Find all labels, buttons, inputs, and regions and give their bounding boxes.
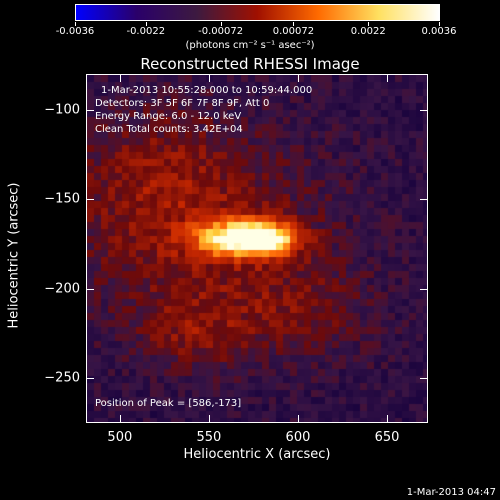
x-tickmark: [119, 415, 121, 423]
x-tickmark: [297, 74, 299, 82]
colorbar-tick-label: 0.0036: [421, 26, 457, 37]
y-tickmark: [86, 109, 94, 111]
x-tickmark: [387, 74, 389, 82]
colorbar-tick-label: 0.00072: [272, 26, 315, 37]
colorbar-tickmark: [368, 22, 370, 26]
y-tickmark: [420, 378, 428, 380]
y-tickmark: [86, 378, 94, 380]
y-tick-label: −250: [44, 370, 80, 386]
colorbar-tickmark: [220, 22, 222, 26]
x-tickmark: [297, 415, 299, 423]
x-tickmark: [387, 415, 389, 423]
colorbar-tickmark: [439, 22, 440, 26]
x-tickmark: [119, 74, 121, 82]
colorbar-tick-label: 0.0022: [350, 26, 386, 37]
colorbar-tick-label: -0.00072: [198, 26, 244, 37]
energy-range-annotation: Energy Range: 6.0 - 12.0 keV: [95, 111, 242, 122]
colorbar: [75, 4, 440, 21]
y-tick-label: −100: [44, 102, 80, 118]
x-tick-label: 600: [285, 430, 311, 445]
method-annotation: Clean Total counts: 3.42E+04: [95, 124, 243, 135]
y-tickmark: [420, 199, 428, 201]
colorbar-units: (photons cm⁻² s⁻¹ asec⁻²): [185, 40, 315, 51]
chart-title: Reconstructed RHESSI Image: [140, 55, 360, 73]
x-tick-label: 500: [107, 430, 133, 445]
x-axis-label: Heliocentric X (arcsec): [183, 447, 331, 462]
y-tick-label: −200: [44, 281, 80, 297]
y-tickmark: [86, 288, 94, 290]
plot-area: 1-Mar-2013 10:55:28.000 to 10:59:44.000 …: [86, 74, 428, 423]
y-tickmark: [420, 288, 428, 290]
x-tickmark: [208, 74, 210, 82]
x-tickmark: [208, 415, 210, 423]
peak-annotation: Position of Peak = [586,-173]: [95, 398, 242, 409]
colorbar-tick-label: -0.0022: [126, 26, 166, 37]
colorbar-tickmark: [293, 22, 295, 26]
timestamp: 1-Mar-2013 04:47: [406, 487, 496, 498]
y-tickmark: [420, 109, 428, 111]
colorbar-tick-label: -0.0036: [55, 26, 95, 37]
colorbar-tickmark: [75, 22, 76, 26]
x-tick-label: 650: [374, 430, 400, 445]
y-tick-label: −150: [44, 191, 80, 207]
time-range-annotation: 1-Mar-2013 10:55:28.000 to 10:59:44.000: [101, 85, 313, 96]
colorbar-tickmark: [145, 22, 147, 26]
y-tickmark: [86, 199, 94, 201]
heatmap-image: [87, 75, 427, 422]
x-tick-label: 550: [196, 430, 222, 445]
y-axis-label: Heliocentric Y (arcsec): [6, 182, 22, 329]
detectors-annotation: Detectors: 3F 5F 6F 7F 8F 9F, Att 0: [95, 98, 270, 109]
